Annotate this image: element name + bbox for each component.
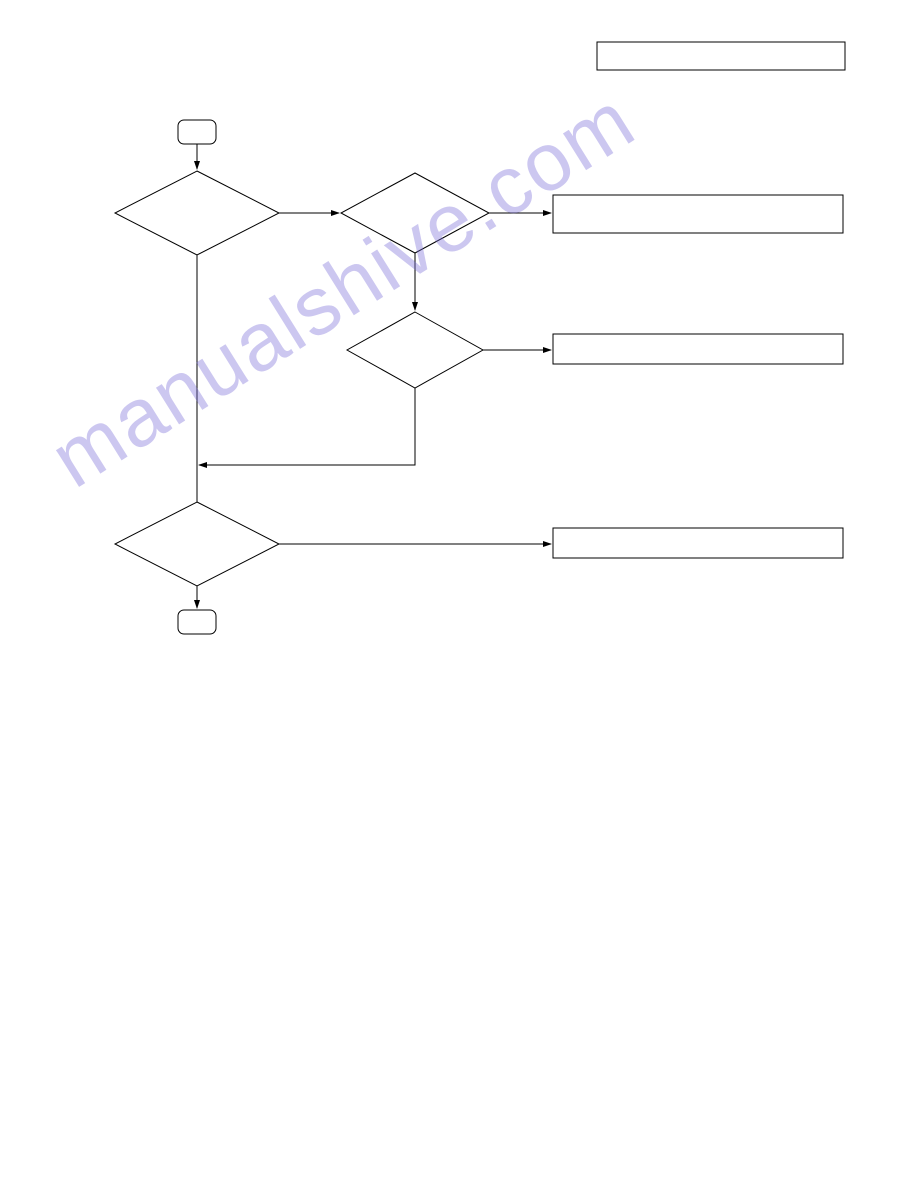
decision-1 bbox=[115, 171, 279, 255]
decision-2 bbox=[341, 173, 489, 253]
flowchart-svg bbox=[0, 0, 918, 1188]
header-box bbox=[597, 42, 845, 70]
process-box-2 bbox=[553, 334, 843, 364]
decision-4 bbox=[115, 502, 279, 586]
start-node bbox=[178, 120, 216, 144]
edge-d3-join bbox=[199, 388, 415, 465]
end-node bbox=[178, 610, 216, 634]
decision-3 bbox=[347, 312, 483, 388]
process-box-3 bbox=[553, 528, 843, 558]
process-box-1 bbox=[553, 195, 843, 233]
